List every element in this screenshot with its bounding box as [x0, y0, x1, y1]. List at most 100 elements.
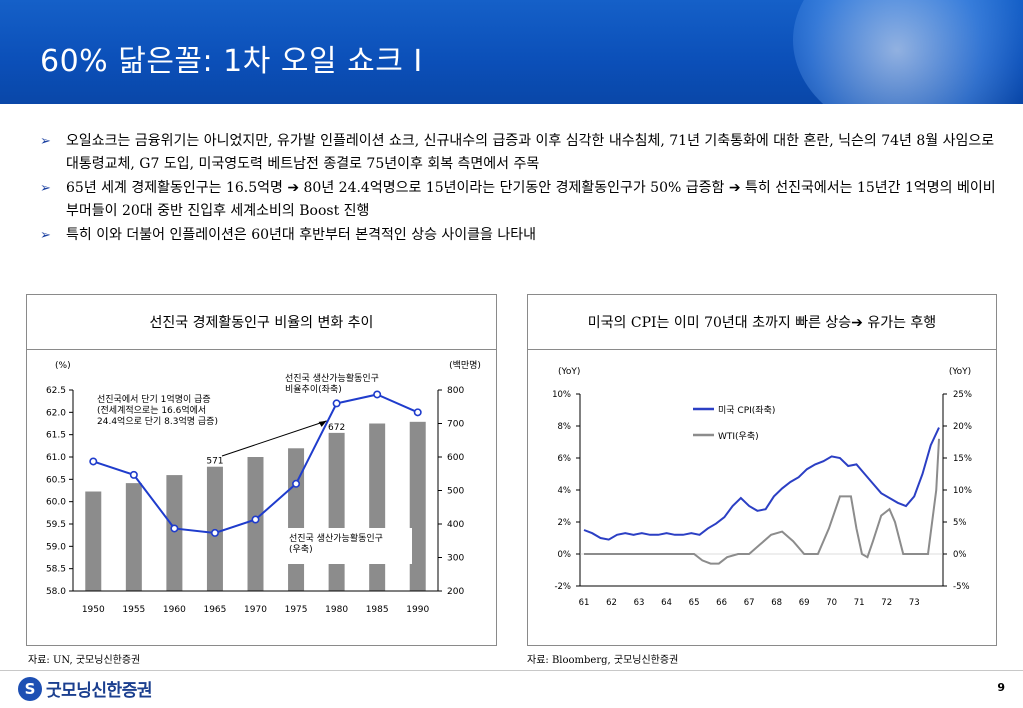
left-chart-title: 선진국 경제활동인구 비율의 변화 추이	[27, 295, 496, 350]
company-logo: S 굿모닝신한증권	[18, 676, 152, 701]
arrow-bullet-icon: ➢	[40, 181, 51, 196]
x-tick-label: 1950	[82, 605, 105, 615]
x-tick-label: 62	[606, 598, 617, 608]
x-tick-label: 73	[909, 598, 920, 608]
x-tick-label: 70	[826, 598, 837, 608]
right-tick-label: 300	[447, 554, 464, 564]
left-tick-label: 62.0	[46, 408, 66, 418]
right-tick-label: 200	[447, 587, 464, 597]
bar-label-bg	[284, 528, 412, 564]
right-tick-label: 20%	[953, 422, 972, 432]
ratio-point	[251, 515, 260, 524]
right-tick-label: 5%	[953, 518, 967, 528]
ratio-point	[332, 399, 341, 408]
annotation-arrow	[221, 420, 327, 457]
right-tick-label: 10%	[953, 486, 972, 496]
left-tick-label: 4%	[558, 486, 572, 496]
cpi-wti-chart: (YoY) (YoY) 10% 8% 6% 4% 2% 0% -2% 25% 20% 15% 10% 5%…	[552, 367, 972, 608]
right-chart-title: 미국의 CPI는 이미 70년대 초까지 빠른 상승➔ 유가는 후행	[528, 295, 996, 350]
right-tick-label: 400	[447, 520, 464, 530]
bar	[328, 432, 345, 591]
arrow-head	[318, 420, 327, 427]
x-tick-label: 1980	[325, 605, 348, 615]
x-tick-label: 71	[854, 598, 865, 608]
left-tick-label: 59.0	[46, 542, 66, 552]
ratio-point	[413, 408, 422, 417]
right-axis-unit: (YoY)	[949, 367, 971, 377]
line-series-label: 선진국 생산가능활동인구 비율추이(좌축)	[285, 372, 379, 395]
ratio-point	[292, 479, 301, 488]
x-tick-label: 1965	[203, 605, 226, 615]
x-tick-label: 1970	[244, 605, 267, 615]
x-tick-label: 1960	[163, 605, 186, 615]
x-tick-label: 64	[661, 598, 672, 608]
footer-divider	[0, 670, 1023, 671]
left-tick-label: 6%	[558, 454, 572, 464]
left-tick-label: 62.5	[46, 386, 66, 396]
left-tick-label: 58.5	[46, 565, 66, 575]
globe-graphic	[793, 0, 1023, 104]
bar	[369, 423, 386, 591]
bar-data-label: 571	[206, 457, 223, 467]
bullet-list: ➢ 오일쇼크는 금융위기는 아니었지만, 유가발 인플레이션 쇼크, 신규내수의 …	[40, 130, 1000, 248]
x-tick-label: 68	[771, 598, 782, 608]
left-tick-label: 10%	[552, 390, 571, 400]
logo-text: 굿모닝신한증권	[46, 681, 152, 701]
bar	[125, 483, 142, 591]
bar	[85, 491, 102, 591]
page-number: 9	[997, 681, 1005, 694]
arrow-bullet-icon: ➢	[40, 134, 51, 149]
right-tick-label: 700	[447, 420, 464, 430]
wti-line	[584, 438, 940, 565]
slide-header: 60% 닮은꼴: 1차 오일 쇼크 I	[0, 0, 1023, 104]
right-source: 자료: Bloomberg, 굿모닝신한증권	[527, 655, 679, 666]
left-tick-label: 8%	[558, 422, 572, 432]
annotation-note: 선진국에서 단기 1억명이 급증 (전세계적으로는 16.6억에서 24.4억으로 …	[97, 393, 218, 427]
left-chart-panel: 선진국 경제활동인구 비율의 변화 추이 (%) (백만명) 62.5 62.0 61.…	[26, 294, 497, 646]
x-tick-label: 61	[579, 598, 590, 608]
bar	[409, 421, 426, 591]
bar	[288, 448, 305, 591]
right-tick-label: 15%	[953, 454, 972, 464]
right-tick-label: 800	[447, 386, 464, 396]
left-axis-unit: (%)	[55, 361, 71, 371]
left-tick-label: 61.0	[46, 453, 66, 463]
left-axis-unit: (YoY)	[558, 367, 580, 377]
ratio-point	[210, 528, 219, 537]
bullet-text: 특히 이와 더불어 인플레이션은 60년대 후반부터 본격적인 상승 사이클을 …	[66, 227, 537, 243]
x-tick-label: 66	[716, 598, 727, 608]
x-tick-label: 65	[689, 598, 700, 608]
bullet-text: 오일쇼크는 금융위기는 아니었지만, 유가발 인플레이션 쇼크, 신규내수의 급…	[66, 133, 995, 172]
left-tick-label: 0%	[558, 550, 572, 560]
arrow-bullet-icon: ➢	[40, 228, 51, 243]
bar	[166, 475, 183, 591]
left-tick-label: 58.0	[46, 587, 66, 597]
ratio-point	[170, 524, 179, 533]
right-tick-label: 0%	[953, 550, 967, 560]
left-tick-label: 61.5	[46, 431, 66, 441]
x-tick-label: 69	[799, 598, 810, 608]
left-source: 자료: UN, 굿모닝신한증권	[28, 655, 141, 666]
population-ratio-chart: (%) (백만명) 62.5 62.0 61.5 61.0 60.5 60.0 59.5 59.0…	[46, 360, 481, 615]
ratio-point	[373, 390, 382, 399]
right-tick-label: 25%	[953, 390, 972, 400]
legend-label-cpi: 미국 CPI(좌축)	[718, 405, 775, 416]
bullet-item: ➢ 오일쇼크는 금융위기는 아니었지만, 유가발 인플레이션 쇼크, 신규내수의 …	[40, 130, 1000, 176]
ratio-point	[129, 470, 138, 479]
right-tick-label: 500	[447, 487, 464, 497]
bar	[247, 457, 264, 591]
bullet-item: ➢ 특히 이와 더불어 인플레이션은 60년대 후반부터 본격적인 상승 사이클을…	[40, 224, 1000, 247]
bar-series-label: 선진국 생산가능활동인구 (우축)	[289, 532, 383, 555]
right-chart-panel: 미국의 CPI는 이미 70년대 초까지 빠른 상승➔ 유가는 후행 (YoY)…	[527, 294, 997, 646]
x-tick-label: 1985	[366, 605, 389, 615]
left-tick-label: 2%	[558, 518, 572, 528]
left-tick-label: -2%	[554, 582, 571, 592]
ratio-point	[89, 457, 98, 466]
left-tick-label: 60.5	[46, 475, 66, 485]
x-tick-label: 63	[634, 598, 645, 608]
x-tick-label: 1955	[122, 605, 145, 615]
x-tick-label: 67	[744, 598, 755, 608]
bar-data-label: 672	[328, 423, 345, 433]
bullet-text: 65년 세계 경제활동인구는 16.5억명 ➔ 80년 24.4억명으로 15년…	[66, 180, 996, 219]
cpi-line	[583, 427, 940, 541]
